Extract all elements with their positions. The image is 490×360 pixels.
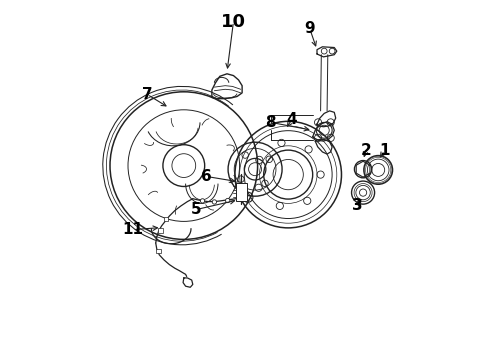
Text: 1: 1: [379, 143, 390, 158]
Circle shape: [212, 200, 217, 204]
Text: 10: 10: [221, 13, 246, 31]
Circle shape: [200, 199, 205, 203]
Text: 6: 6: [201, 169, 212, 184]
Text: 4: 4: [287, 112, 297, 127]
Text: 11: 11: [122, 222, 143, 237]
Bar: [164, 217, 168, 221]
Circle shape: [225, 198, 230, 203]
Bar: [156, 249, 161, 253]
Text: 7: 7: [142, 87, 152, 102]
Text: 5: 5: [191, 202, 202, 217]
Text: 8: 8: [266, 115, 276, 130]
Text: 9: 9: [304, 21, 315, 36]
Text: 3: 3: [352, 198, 363, 213]
Text: 2: 2: [361, 143, 371, 158]
Bar: [236, 183, 247, 201]
Bar: [158, 228, 163, 233]
